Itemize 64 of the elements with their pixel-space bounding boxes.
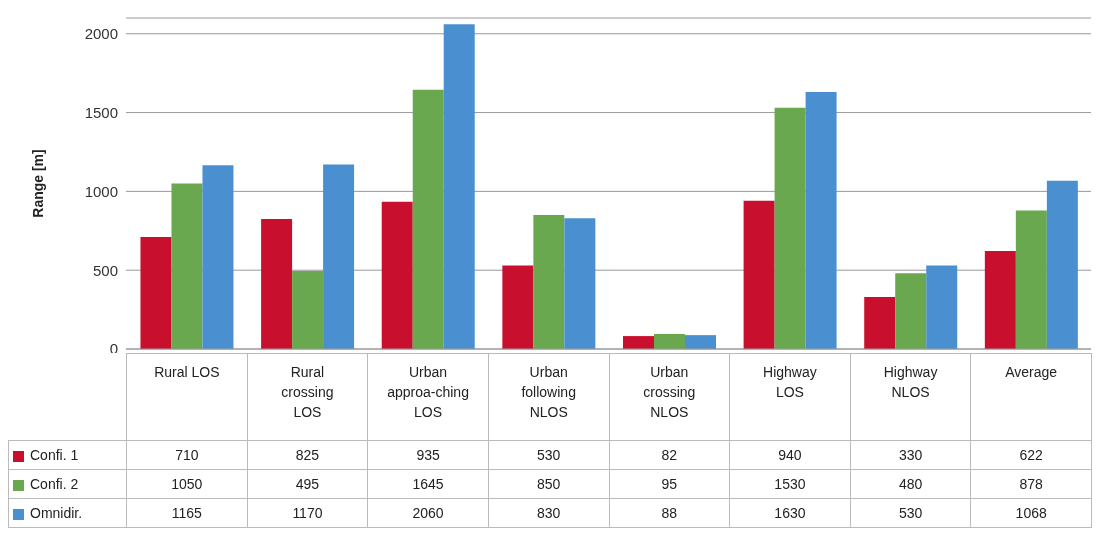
data-label: 480: [850, 469, 971, 499]
x-tick-label: Rural crossing LOS: [247, 353, 368, 441]
data-label: 830: [488, 498, 609, 528]
y-axis-title: Range [m]: [29, 149, 46, 218]
bar: [984, 250, 1016, 349]
bar: [684, 335, 716, 349]
data-label: 82: [609, 440, 730, 470]
data-label: 95: [609, 469, 730, 499]
data-label: 495: [247, 469, 368, 499]
legend-label: Confi. 2: [30, 476, 79, 492]
y-tick-label: 1500: [84, 103, 118, 121]
data-label: 1530: [729, 469, 851, 499]
bar: [261, 218, 293, 349]
data-label: 878: [970, 469, 1092, 499]
bar: [381, 201, 413, 349]
bar: [412, 89, 444, 349]
legend-label: Omnidir.: [30, 505, 83, 521]
data-label: 2060: [367, 498, 489, 528]
y-tick-label: 1000: [84, 182, 118, 200]
bar: [1046, 180, 1078, 349]
data-label: 530: [850, 498, 971, 528]
bar: [1015, 210, 1047, 349]
data-label: 940: [729, 440, 851, 470]
data-label: 825: [247, 440, 368, 470]
bar: [323, 164, 355, 349]
bar: [202, 165, 234, 349]
bar: [140, 237, 172, 349]
x-tick-label: Highway LOS: [729, 353, 851, 441]
data-label: 1050: [126, 469, 248, 499]
x-tick-label: Rural LOS: [126, 353, 248, 441]
bar: [864, 296, 896, 349]
bar: [622, 336, 654, 349]
x-tick-label: Urban crossing NLOS: [609, 353, 730, 441]
bar: [895, 273, 927, 349]
data-label: 330: [850, 440, 971, 470]
bar: [171, 183, 203, 349]
bar: [292, 270, 324, 349]
bar: [443, 24, 475, 349]
data-label: 1165: [126, 498, 248, 528]
bar: [502, 265, 534, 349]
data-label: 1645: [367, 469, 489, 499]
y-tick-label: 500: [92, 261, 118, 279]
data-label: 1170: [247, 498, 368, 528]
legend-label: Confi. 1: [30, 447, 79, 463]
data-label: 88: [609, 498, 730, 528]
bar: [533, 215, 565, 349]
bar: [653, 334, 685, 349]
data-label: 710: [126, 440, 248, 470]
data-label: 1068: [970, 498, 1092, 528]
data-label: 935: [367, 440, 489, 470]
y-tick-label: 2000: [84, 25, 118, 43]
data-label: 1630: [729, 498, 851, 528]
bar: [926, 265, 958, 349]
data-label: 622: [970, 440, 1092, 470]
bar: [743, 200, 775, 349]
x-tick-label: Urban following NLOS: [488, 353, 609, 441]
x-tick-label: Highway NLOS: [850, 353, 971, 441]
x-tick-label: Urban approa-ching LOS: [367, 353, 489, 441]
data-label: 530: [488, 440, 609, 470]
bar: [805, 92, 837, 349]
data-label: 850: [488, 469, 609, 499]
x-tick-label: Average: [970, 353, 1092, 441]
bar: [774, 107, 806, 349]
bar: [564, 218, 596, 349]
